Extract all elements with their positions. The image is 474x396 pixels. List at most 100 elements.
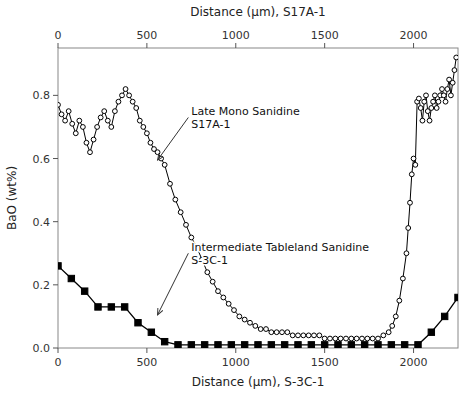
data-point (274, 330, 279, 335)
data-point (135, 320, 141, 326)
data-point (148, 140, 153, 145)
data-point (416, 96, 421, 101)
data-point (130, 99, 135, 104)
y-axis-label: BaO (wt%) (5, 166, 19, 230)
data-point (123, 87, 128, 92)
data-point (80, 125, 85, 130)
data-point (215, 342, 221, 348)
plot-area (58, 55, 458, 348)
data-point (424, 93, 429, 98)
data-point (370, 336, 375, 341)
y-tick (53, 95, 58, 96)
data-point (241, 342, 247, 348)
data-point (349, 336, 354, 341)
data-point (280, 330, 285, 335)
data-point (312, 333, 317, 338)
y-tick (53, 348, 58, 349)
data-point (95, 304, 101, 310)
data-point (58, 102, 60, 107)
data-point (105, 118, 110, 123)
data-point (406, 226, 411, 231)
data-point (401, 342, 407, 348)
data-point (306, 333, 311, 338)
data-point (322, 336, 327, 341)
x-axis-label: Distance (μm), S-3C-1 (192, 375, 325, 389)
data-point (290, 333, 295, 338)
data-point (188, 342, 194, 348)
data-point (127, 93, 132, 98)
x-tick-label: 1500 (311, 356, 339, 369)
data-point (141, 125, 146, 130)
data-point (301, 333, 306, 338)
data-point (365, 336, 370, 341)
data-point (381, 333, 386, 338)
data-point (210, 279, 215, 284)
data-point (295, 342, 301, 348)
y-tick (53, 284, 58, 285)
x2-tick-label: 0 (55, 29, 62, 42)
data-point (66, 109, 71, 114)
data-point (455, 294, 458, 300)
data-point (184, 222, 189, 227)
data-point (375, 342, 381, 348)
data-point (420, 118, 425, 123)
data-point (120, 93, 125, 98)
data-point (88, 150, 93, 155)
x-tick-label: 0 (55, 356, 62, 369)
data-point (333, 336, 338, 341)
data-point (452, 68, 457, 73)
y-tick-label: 0.0 (33, 342, 51, 355)
data-point (168, 181, 173, 186)
data-point (434, 106, 439, 111)
chart: 050010001500200005001000150020000.00.20.… (0, 0, 474, 396)
data-point (248, 320, 253, 325)
data-point (445, 87, 450, 92)
data-point (348, 342, 354, 348)
data-point (161, 338, 167, 344)
data-point (148, 329, 154, 335)
data-point (253, 323, 258, 328)
annotation-arrow (158, 253, 189, 315)
plot-frame (58, 48, 458, 348)
x-tick (235, 348, 236, 353)
x2-tick (58, 43, 59, 48)
y-tick-label: 0.8 (33, 89, 51, 102)
data-point (112, 109, 117, 114)
data-point (281, 342, 287, 348)
x2-tick (413, 43, 414, 48)
data-point (397, 298, 402, 303)
data-point (68, 275, 74, 281)
data-point (205, 270, 210, 275)
data-point (91, 137, 96, 142)
x-tick (58, 348, 59, 353)
data-point (404, 251, 409, 256)
x-tick (146, 348, 147, 353)
data-point (409, 172, 414, 177)
data-point (413, 162, 418, 167)
data-point (178, 210, 183, 215)
data-point (155, 150, 160, 155)
data-point (354, 336, 359, 341)
x2-tick (235, 43, 236, 48)
data-point (189, 235, 194, 240)
y-tick-label: 0.4 (33, 216, 51, 229)
x2-tick-label: 2000 (400, 29, 428, 42)
series-line (58, 266, 458, 345)
data-point (216, 289, 221, 294)
data-point (59, 112, 64, 117)
data-point (427, 118, 432, 123)
x2-tick-label: 500 (136, 29, 157, 42)
x-tick (413, 348, 414, 353)
data-point (296, 333, 301, 338)
x2-axis-label: Distance (μm), S17A-1 (190, 5, 325, 19)
annotations: Late Mono SanidineS17A-1Intermediate Tab… (158, 105, 370, 315)
y-tick-label: 0.6 (33, 153, 51, 166)
data-point (393, 314, 398, 319)
data-point (360, 336, 365, 341)
x2-tick (324, 43, 325, 48)
data-point (450, 80, 455, 85)
data-point (441, 313, 447, 319)
data-point (376, 336, 381, 341)
data-point (269, 330, 274, 335)
data-point (429, 106, 434, 111)
